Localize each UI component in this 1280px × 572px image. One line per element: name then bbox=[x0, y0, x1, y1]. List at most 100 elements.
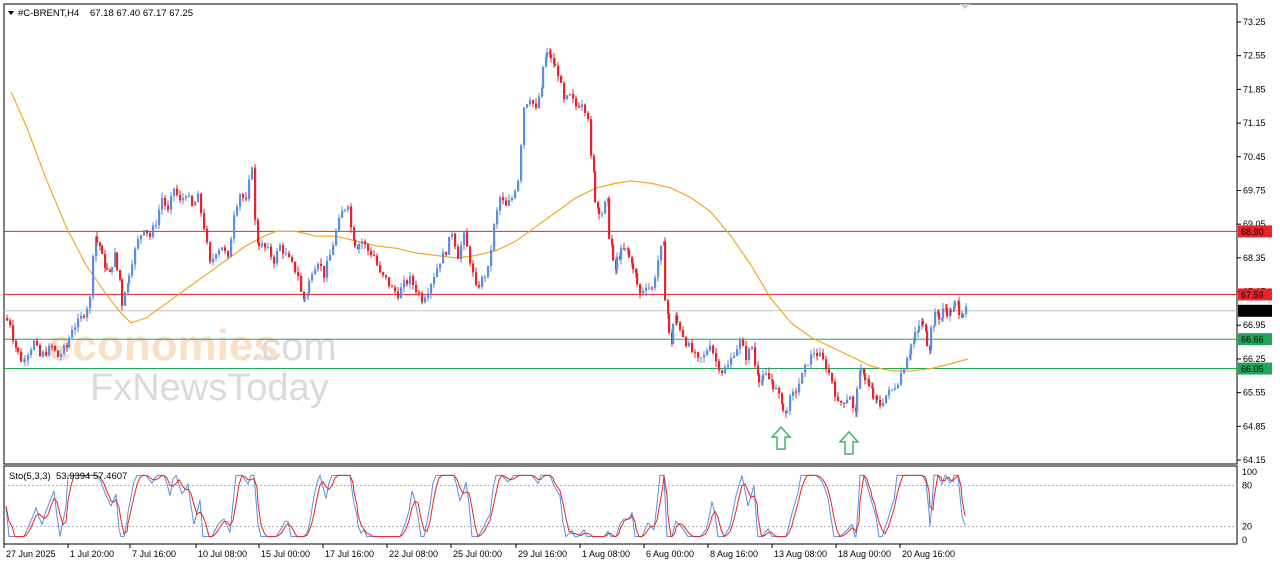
time-tick-label: 10 Jul 08:00 bbox=[198, 549, 247, 559]
candle-body bbox=[493, 224, 496, 250]
candle-body bbox=[140, 234, 143, 240]
candle-body bbox=[236, 206, 239, 216]
candle-body bbox=[394, 287, 397, 292]
candle-body bbox=[938, 313, 941, 320]
watermark-line1-suffix: .com bbox=[250, 325, 337, 369]
candle-body bbox=[481, 276, 484, 288]
candle-body bbox=[871, 386, 874, 388]
candle-body bbox=[221, 247, 224, 251]
candle-body bbox=[918, 325, 921, 332]
candle-body bbox=[549, 51, 552, 55]
candle-body bbox=[885, 395, 888, 404]
candle-body bbox=[781, 393, 784, 404]
candle-body bbox=[682, 329, 685, 337]
candle-body bbox=[406, 280, 409, 285]
candle-body bbox=[846, 399, 849, 404]
candle-body bbox=[598, 208, 601, 215]
candle-body bbox=[554, 63, 557, 66]
candle-body bbox=[748, 348, 751, 360]
candle-body bbox=[460, 245, 463, 259]
candle-body bbox=[697, 352, 700, 358]
stochastic-name: Sto(5,3,3) bbox=[9, 471, 51, 482]
time-tick-label: 15 Jul 00:00 bbox=[261, 549, 310, 559]
candle-body bbox=[616, 256, 619, 270]
candle-body bbox=[427, 293, 430, 298]
candle-body bbox=[860, 369, 863, 372]
candle-body bbox=[825, 359, 828, 370]
signal-arrows bbox=[770, 425, 860, 455]
candle-body bbox=[466, 232, 469, 247]
candle-body bbox=[335, 230, 338, 246]
candle-body bbox=[433, 276, 436, 285]
candle-body bbox=[804, 364, 807, 373]
stoch-tick-label: 20 bbox=[1242, 521, 1252, 531]
candle-body bbox=[326, 260, 329, 278]
candle-body bbox=[430, 284, 433, 294]
candle-body bbox=[239, 194, 242, 207]
candle-body bbox=[863, 369, 866, 375]
candle-body bbox=[379, 265, 382, 273]
candle-body bbox=[535, 103, 538, 109]
candle-body bbox=[926, 331, 929, 346]
candle-body bbox=[612, 245, 615, 261]
candle-body bbox=[648, 287, 651, 289]
candle-body bbox=[831, 372, 834, 382]
candle-body bbox=[520, 145, 523, 181]
candle-body bbox=[897, 384, 900, 389]
candle-body bbox=[538, 96, 541, 109]
candle-body bbox=[611, 238, 614, 246]
price-axis: 73.25 72.55 71.85 71.15 70.45 69.75 69.05 68.35… bbox=[1237, 17, 1266, 465]
candle-body bbox=[715, 353, 718, 362]
candle-body bbox=[89, 296, 92, 309]
candle-body bbox=[258, 242, 261, 247]
scroll-marker-icon[interactable] bbox=[960, 4, 970, 9]
candle-body bbox=[361, 241, 364, 245]
candle-body bbox=[206, 228, 209, 243]
candle-body bbox=[786, 410, 789, 413]
up-arrow-2-icon bbox=[838, 430, 860, 455]
candle-body bbox=[545, 56, 548, 67]
candle-body bbox=[60, 353, 63, 357]
candle-body bbox=[925, 324, 928, 332]
candle-body bbox=[116, 252, 119, 270]
candle-body bbox=[257, 219, 260, 243]
candle-body bbox=[751, 347, 754, 349]
candle-body bbox=[807, 364, 810, 366]
candle-body bbox=[314, 269, 317, 275]
candle-body bbox=[660, 245, 663, 261]
candle-body bbox=[124, 292, 127, 306]
candle-body bbox=[837, 396, 840, 402]
candle-body bbox=[347, 206, 350, 210]
candle-body bbox=[724, 367, 727, 374]
candle-body bbox=[409, 275, 412, 285]
candle-body bbox=[541, 88, 544, 97]
candle-body bbox=[48, 345, 51, 356]
candle-body bbox=[810, 354, 813, 365]
candle-body bbox=[934, 311, 937, 327]
candle-body bbox=[134, 248, 137, 265]
candle-body bbox=[628, 249, 631, 258]
candle-body bbox=[909, 354, 912, 358]
candle-body bbox=[311, 274, 314, 281]
candle-body bbox=[99, 242, 102, 247]
candle-body bbox=[484, 276, 487, 278]
candle-body bbox=[758, 374, 761, 383]
candle-body bbox=[251, 167, 254, 180]
candle-body bbox=[922, 321, 925, 325]
candle-body bbox=[700, 357, 703, 359]
candle-body bbox=[868, 379, 871, 387]
candle-body bbox=[167, 205, 170, 210]
candle-body bbox=[840, 401, 843, 403]
dropdown-triangle-icon[interactable] bbox=[8, 11, 14, 15]
candle-body bbox=[706, 350, 709, 355]
candle-body bbox=[768, 373, 771, 380]
time-tick-label: 6 Aug 00:00 bbox=[646, 549, 694, 559]
candle-body bbox=[439, 263, 442, 269]
candle-body bbox=[469, 246, 472, 264]
stochastic-axis: 100 80 20 0 bbox=[1242, 467, 1257, 545]
candle-body bbox=[323, 265, 326, 278]
candle-body bbox=[261, 243, 264, 247]
candle-body bbox=[51, 345, 54, 347]
candle-body bbox=[111, 266, 114, 272]
